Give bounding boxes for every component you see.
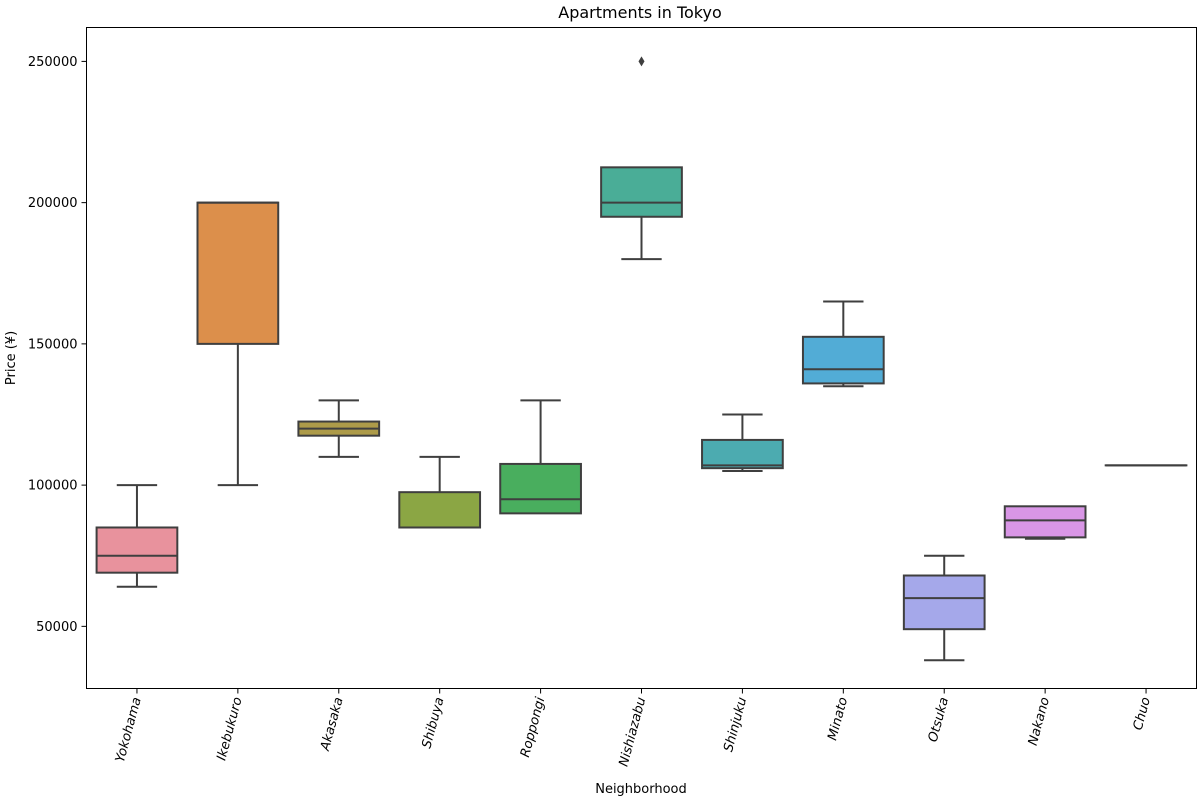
box-group-ikebukuro <box>198 203 279 485</box>
x-tick-label: Shibuya <box>420 696 448 750</box>
box-iqr <box>198 203 279 344</box>
box-iqr <box>601 167 682 216</box>
x-tick-label: Nakano <box>1026 696 1053 748</box>
x-tick-label: Shinjuku <box>721 696 750 754</box>
plot-frame <box>87 28 1197 689</box>
x-tick-label: Roppongi <box>518 695 549 759</box>
y-tick-label: 200000 <box>28 196 78 211</box>
box-iqr <box>97 527 178 572</box>
y-tick-label: 100000 <box>28 479 78 494</box>
box-iqr <box>904 576 985 630</box>
x-axis: Yokohama Ikebukuro Akasaka Shibuya Roppongi N… <box>113 689 1154 769</box>
outlier-point <box>639 56 645 66</box>
x-tick-label: Nishiazabu <box>616 696 649 769</box>
x-tick-label: Akasaka <box>318 696 347 754</box>
y-tick-label: 250000 <box>28 55 78 70</box>
plot-area <box>97 56 1187 660</box>
box-iqr <box>500 464 581 513</box>
box-group-roppongi <box>500 400 581 513</box>
x-tick-label: Chuo <box>1131 696 1154 732</box>
y-tick-label: 50000 <box>36 620 77 635</box>
x-axis-title: Neighborhood <box>595 782 687 797</box>
x-tick-label: Yokohama <box>113 696 145 764</box>
x-tick-label: Minato <box>825 696 851 743</box>
box-group-nishiazabu <box>601 56 682 259</box>
box-group-akasaka <box>298 400 379 456</box>
box-iqr <box>702 440 783 468</box>
x-tick-label: Otsuka <box>926 696 952 744</box>
box-iqr <box>803 337 884 384</box>
box-iqr <box>399 492 480 527</box>
box-group-shinjuku <box>702 414 783 470</box>
box-group-minato <box>803 302 884 387</box>
chart-title: Apartments in Tokyo <box>558 3 722 22</box>
box-group-nakano <box>1005 506 1086 538</box>
box-group-shibuya <box>399 457 480 528</box>
y-axis-title: Price (¥) <box>4 331 19 385</box>
box-group-yokohama <box>97 485 178 587</box>
box-group-otsuka <box>904 556 985 661</box>
y-axis: 50000 100000 150000 200000 250000 <box>28 55 87 635</box>
box-iqr <box>1005 506 1086 537</box>
y-tick-label: 150000 <box>28 337 78 352</box>
x-tick-label: Ikebukuro <box>214 696 245 763</box>
